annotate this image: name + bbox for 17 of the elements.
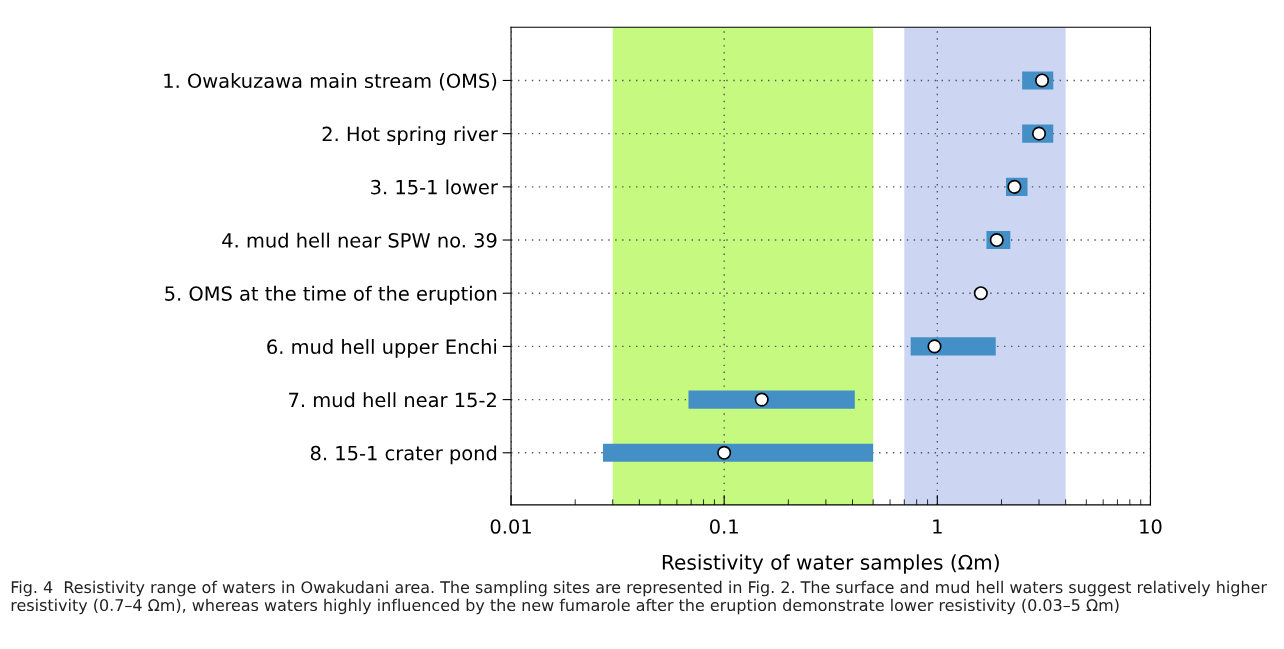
x-tick-label: 10	[1140, 519, 1162, 534]
bar	[602, 443, 874, 462]
y-tick-label: 1. Owakuzawa main stream (OMS)	[164, 73, 497, 91]
bar	[910, 337, 996, 356]
x-tick-label: 0.1	[710, 519, 738, 534]
y-tick-label: 7. mud hell near 15-2	[289, 392, 496, 408]
bar	[688, 390, 855, 409]
y-tick-label: 5. OMS at the time of the eruption	[165, 285, 497, 305]
y-tick-label: 4. mud hell near SPW no. 39	[222, 232, 497, 248]
y-tick-label: 8. 15-1 crater pond	[310, 445, 497, 465]
caption: Fig. 4 Resistivity range of waters in Owakudani area. The sampling sites are represented in Fig. 2. The surface and mud hell waters suggest relatively higher resistivity (0.7–4 Ωm), whereas waters highly influenced by the new fumarole after the eruption demonstrate lower resistivity (0.03–5 Ωm)	[11, 580, 1267, 615]
y-tick-label: 2. Hot spring river	[322, 126, 498, 146]
x-tick-label: 1	[933, 519, 942, 534]
y-tick-label: 6. mud hell upper Enchi	[267, 339, 497, 358]
x-tick-label: 0.01	[490, 519, 531, 534]
x-axis-title: Resistivity of water samples (Ωm)	[662, 554, 999, 574]
y-tick-label: 3. 15-1 lower	[371, 179, 498, 195]
